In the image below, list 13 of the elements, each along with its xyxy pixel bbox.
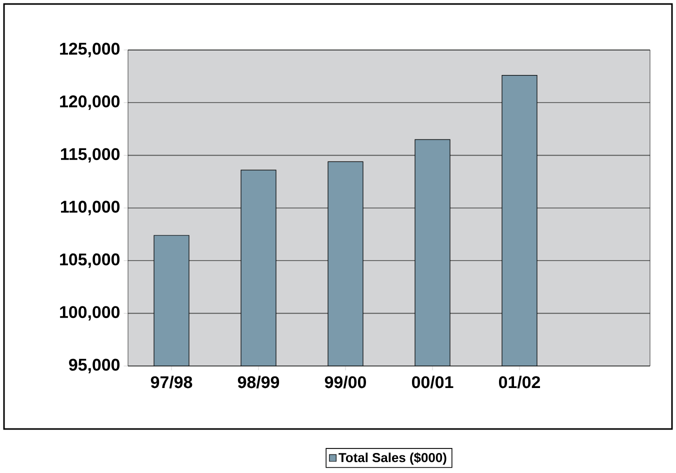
x-tick-label: 00/01 — [412, 376, 454, 388]
x-tick-label: 97/98 — [150, 376, 192, 388]
y-tick-label: 115,000 — [61, 148, 120, 163]
y-tick-label: 110,000 — [61, 200, 120, 216]
y-tick-label: 95,000 — [69, 358, 120, 374]
x-tick-label: 01/02 — [498, 376, 540, 388]
y-tick-label: 100,000 — [60, 306, 120, 321]
x-tick-label: 98/99 — [238, 376, 280, 388]
x-tick-label: 99/00 — [324, 376, 366, 388]
y-tick-label: 120,000 — [60, 95, 120, 110]
y-tick-label: 105,000 — [60, 253, 120, 268]
legend-label: Total Sales ($000) — [338, 452, 446, 465]
y-tick-label: 125,000 — [60, 42, 120, 58]
